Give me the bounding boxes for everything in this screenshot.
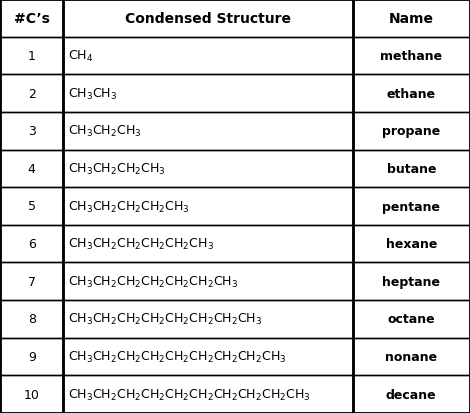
Text: heptane: heptane	[382, 275, 440, 288]
Text: hexane: hexane	[385, 237, 437, 251]
Bar	[63, 300, 352, 338]
Bar	[352, 375, 470, 413]
Bar	[63, 0, 352, 38]
Bar	[0, 113, 63, 150]
Bar	[0, 188, 63, 225]
Text: octane: octane	[387, 313, 435, 325]
Bar	[0, 75, 63, 113]
Text: CH$\mathregular{_{3}}$CH$\mathregular{_{2}}$CH$\mathregular{_{3}}$: CH$\mathregular{_{3}}$CH$\mathregular{_{…	[68, 124, 141, 139]
Bar	[63, 75, 352, 113]
Bar	[63, 113, 352, 150]
Bar	[0, 375, 63, 413]
Bar	[352, 75, 470, 113]
Bar	[63, 150, 352, 188]
Bar	[352, 188, 470, 225]
Bar	[352, 225, 470, 263]
Text: pentane: pentane	[382, 200, 440, 213]
Bar	[63, 188, 352, 225]
Text: CH$\mathregular{_{3}}$CH$\mathregular{_{2}}$CH$\mathregular{_{2}}$CH$\mathregula: CH$\mathregular{_{3}}$CH$\mathregular{_{…	[68, 311, 262, 327]
Bar	[352, 263, 470, 300]
Bar	[0, 0, 63, 38]
Bar	[0, 38, 63, 75]
Bar	[0, 338, 63, 375]
Bar	[352, 338, 470, 375]
Text: Name: Name	[389, 12, 434, 26]
Bar	[63, 38, 352, 75]
Text: CH$\mathregular{_{3}}$CH$\mathregular{_{3}}$: CH$\mathregular{_{3}}$CH$\mathregular{_{…	[68, 86, 118, 102]
Text: CH$\mathregular{_{3}}$CH$\mathregular{_{2}}$CH$\mathregular{_{2}}$CH$\mathregula: CH$\mathregular{_{3}}$CH$\mathregular{_{…	[68, 161, 166, 176]
Text: CH$\mathregular{_{3}}$CH$\mathregular{_{2}}$CH$\mathregular{_{2}}$CH$\mathregula: CH$\mathregular{_{3}}$CH$\mathregular{_{…	[68, 387, 311, 402]
Bar	[352, 113, 470, 150]
Text: CH$\mathregular{_{3}}$CH$\mathregular{_{2}}$CH$\mathregular{_{2}}$CH$\mathregula: CH$\mathregular{_{3}}$CH$\mathregular{_{…	[68, 274, 238, 289]
Text: CH$\mathregular{_{4}}$: CH$\mathregular{_{4}}$	[68, 49, 94, 64]
Bar	[352, 38, 470, 75]
Text: butane: butane	[386, 162, 436, 176]
Bar	[63, 225, 352, 263]
Text: nonane: nonane	[385, 350, 437, 363]
Text: 9: 9	[28, 350, 36, 363]
Text: 1: 1	[28, 50, 36, 63]
Bar	[352, 150, 470, 188]
Text: 6: 6	[28, 237, 36, 251]
Bar	[63, 338, 352, 375]
Text: 2: 2	[28, 88, 36, 100]
Bar	[0, 225, 63, 263]
Text: 8: 8	[28, 313, 36, 325]
Text: CH$\mathregular{_{3}}$CH$\mathregular{_{2}}$CH$\mathregular{_{2}}$CH$\mathregula: CH$\mathregular{_{3}}$CH$\mathregular{_{…	[68, 237, 214, 252]
Text: 3: 3	[28, 125, 36, 138]
Bar	[352, 300, 470, 338]
Text: CH$\mathregular{_{3}}$CH$\mathregular{_{2}}$CH$\mathregular{_{2}}$CH$\mathregula: CH$\mathregular{_{3}}$CH$\mathregular{_{…	[68, 199, 190, 214]
Text: CH$\mathregular{_{3}}$CH$\mathregular{_{2}}$CH$\mathregular{_{2}}$CH$\mathregula: CH$\mathregular{_{3}}$CH$\mathregular{_{…	[68, 349, 287, 364]
Text: #C’s: #C’s	[14, 12, 50, 26]
Text: ethane: ethane	[387, 88, 436, 100]
Bar	[352, 0, 470, 38]
Text: 4: 4	[28, 162, 36, 176]
Text: decane: decane	[386, 388, 437, 401]
Text: Condensed Structure: Condensed Structure	[125, 12, 291, 26]
Text: 10: 10	[24, 388, 39, 401]
Bar	[63, 375, 352, 413]
Text: 7: 7	[28, 275, 36, 288]
Text: propane: propane	[382, 125, 440, 138]
Bar	[0, 300, 63, 338]
Bar	[0, 263, 63, 300]
Text: methane: methane	[380, 50, 442, 63]
Bar	[63, 263, 352, 300]
Bar	[0, 150, 63, 188]
Text: 5: 5	[28, 200, 36, 213]
